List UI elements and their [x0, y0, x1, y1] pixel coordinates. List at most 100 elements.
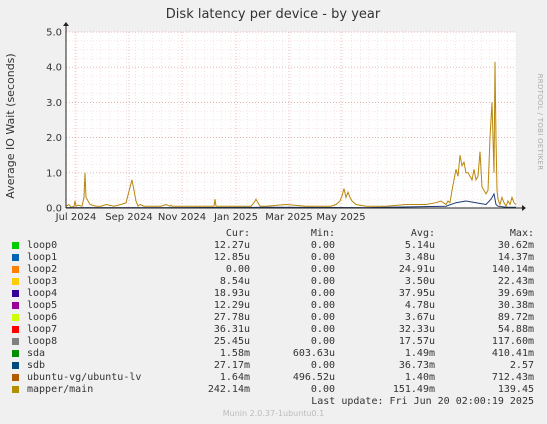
legend-avg: 1.40m	[404, 372, 435, 383]
legend-max: 14.37m	[497, 252, 534, 263]
legend-swatch	[12, 278, 19, 285]
legend-min: 0.00	[310, 300, 335, 311]
legend-row: loop5 12.29u 0.00 4.78u 30.38m	[12, 300, 540, 312]
legend-swatch	[12, 338, 19, 345]
legend-min: 0.00	[310, 360, 335, 371]
legend-cur: 27.78u	[213, 312, 250, 323]
legend-cur: 12.29u	[213, 300, 250, 311]
x-tick-label: Jan 2025	[213, 212, 258, 223]
legend-avg: 32.33u	[398, 324, 435, 335]
legend-row: loop4 18.93u 0.00 37.95u 39.69m	[12, 288, 540, 300]
side-text: RRDTOOL / TOBI OETIKER	[536, 74, 544, 171]
legend-cur: 1.64m	[219, 372, 250, 383]
legend-max: 39.69m	[497, 288, 534, 299]
legend-row: loop8 25.45u 0.00 17.57u 117.60m	[12, 336, 540, 348]
legend-swatch	[12, 374, 19, 381]
legend-min: 0.00	[310, 324, 335, 335]
legend-swatch	[12, 350, 19, 357]
legend-name: sda	[27, 348, 46, 359]
x-tick-label: Mar 2025	[265, 212, 313, 223]
legend-row: sdb 27.17m 0.00 36.73m 2.57	[12, 360, 540, 372]
legend-avg: 4.78u	[404, 300, 435, 311]
x-tick-label: Nov 2024	[158, 212, 206, 223]
legend-name: loop0	[27, 240, 58, 251]
series-line-sdb	[66, 192, 516, 209]
legend-avg: 3.50u	[404, 276, 435, 287]
legend-min: 0.00	[310, 336, 335, 347]
legend-swatch	[12, 290, 19, 297]
legend-min: 603.63u	[292, 348, 335, 359]
legend-min: 0.00	[310, 288, 335, 299]
header-cur: Cur:	[225, 228, 250, 239]
legend-min: 0.00	[310, 276, 335, 287]
y-tick-label: 0.0	[46, 204, 62, 215]
legend-swatch	[12, 326, 19, 333]
legend-row: mapper/main 242.14m 0.00 151.49m 139.45	[12, 384, 540, 396]
legend-min: 0.00	[310, 264, 335, 275]
legend-name: mapper/main	[27, 384, 94, 395]
y-axis-label: Average IO Wait (seconds)	[4, 53, 17, 198]
legend-min: 0.00	[310, 240, 335, 251]
legend-cur: 12.27u	[213, 240, 250, 251]
y-tick-label: 4.0	[46, 63, 62, 74]
legend-max: 54.88m	[497, 324, 534, 335]
legend-swatch	[12, 254, 19, 261]
legend-cur: 18.93u	[213, 288, 250, 299]
legend-cur: 1.58m	[219, 348, 250, 359]
last-update: Last update: Fri Jun 20 02:00:19 2025	[311, 396, 534, 407]
legend-row: loop0 12.27u 0.00 5.14u 30.62m	[12, 240, 540, 252]
x-tick-label: Jul 2024	[55, 212, 97, 223]
legend-min: 0.00	[310, 252, 335, 263]
legend-row: loop3 8.54u 0.00 3.50u 22.43m	[12, 276, 540, 288]
legend-name: loop7	[27, 324, 58, 335]
y-tick-label: 5.0	[46, 28, 62, 39]
legend-name: loop5	[27, 300, 58, 311]
y-axis-arrow	[63, 22, 69, 26]
legend-cur: 8.54u	[219, 276, 250, 287]
header-avg: Avg:	[410, 228, 435, 239]
x-tick-label: Sep 2024	[105, 212, 152, 223]
legend-row: ubuntu-vg/ubuntu-lv 1.64m 496.52u 1.40m 712.…	[12, 372, 540, 384]
legend-row: sda 1.58m 603.63u 1.49m 410.41m	[12, 348, 540, 360]
legend-min: 0.00	[310, 312, 335, 323]
y-tick-label: 3.0	[46, 98, 62, 109]
legend-swatch	[12, 362, 19, 369]
legend-row: loop6 27.78u 0.00 3.67u 89.72m	[12, 312, 540, 324]
legend-name: sdb	[27, 360, 46, 371]
legend-header: Cur: Min: Avg: Max:	[12, 228, 540, 240]
legend-name: loop4	[27, 288, 58, 299]
legend-cur: 0.00	[225, 264, 250, 275]
legend-name: loop3	[27, 276, 58, 287]
legend-max: 410.41m	[491, 348, 534, 359]
legend-name: loop1	[27, 252, 58, 263]
legend-max: 117.60m	[491, 336, 534, 347]
legend-avg: 37.95u	[398, 288, 435, 299]
y-tick-label: 1.0	[46, 168, 62, 179]
legend-name: loop8	[27, 336, 58, 347]
legend-max: 2.57	[509, 360, 534, 371]
axes: 0.0 1.0 2.0 3.0 4.0 5.0 Jul 2024 Sep 2024 Nov 20…	[46, 22, 526, 223]
legend-max: 139.45	[497, 384, 534, 395]
legend-avg: 17.57u	[398, 336, 435, 347]
legend-avg: 1.49m	[404, 348, 435, 359]
legend-cur: 27.17m	[213, 360, 250, 371]
legend-avg: 24.91u	[398, 264, 435, 275]
header-max: Max:	[509, 228, 534, 239]
header-min: Min:	[310, 228, 335, 239]
legend-swatch	[12, 266, 19, 273]
legend-swatch	[12, 302, 19, 309]
legend-swatch	[12, 242, 19, 249]
legend-avg: 36.73m	[398, 360, 435, 371]
series-line-mapper-main	[65, 61, 517, 208]
legend-name: loop6	[27, 312, 58, 323]
y-tick-label: 2.0	[46, 133, 62, 144]
legend-min: 0.00	[310, 384, 335, 395]
series-group	[65, 61, 517, 209]
legend-avg: 5.14u	[404, 240, 435, 251]
legend-name: ubuntu-vg/ubuntu-lv	[27, 372, 142, 383]
legend-swatch	[12, 386, 19, 393]
legend-avg: 3.67u	[404, 312, 435, 323]
legend-row: loop7 36.31u 0.00 32.33u 54.88m	[12, 324, 540, 336]
legend-row: loop2 0.00 0.00 24.91u 140.14m	[12, 264, 540, 276]
